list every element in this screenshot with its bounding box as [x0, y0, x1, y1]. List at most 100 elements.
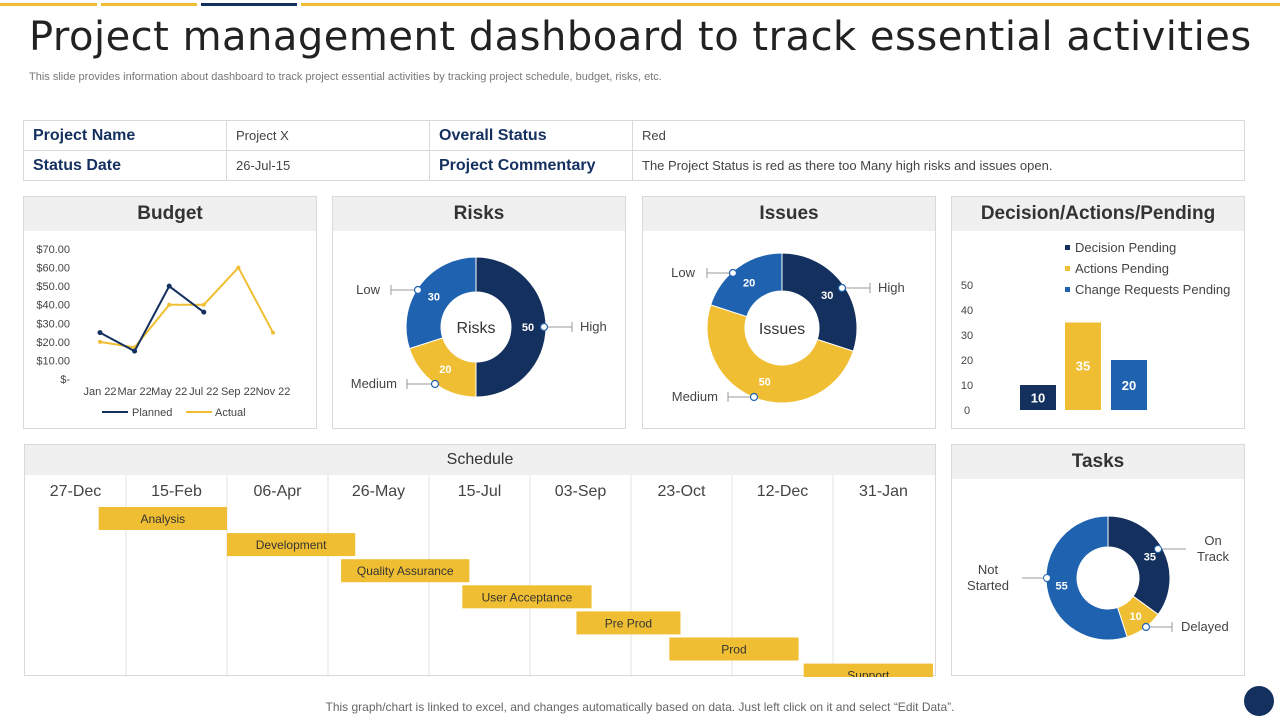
tasks-value-not-started: 55 [1055, 580, 1067, 592]
budget-actual-point [236, 265, 241, 270]
status-date-value: 26-Jul-15 [226, 150, 430, 181]
risks-slice-low [405, 256, 477, 350]
budget-planned-point [97, 330, 103, 336]
budget-legend-planned-label: Planned [132, 407, 172, 419]
tasks-panel-title: Tasks [952, 445, 1244, 479]
risks-donut-chart: 50 20 30 Risks High Low Medium [351, 256, 607, 398]
risks-center-label: Risks [456, 320, 495, 337]
schedule-task-bar [226, 533, 356, 557]
decisions-bar-1 [1020, 385, 1056, 410]
budget-x-tick-label: May 22 [151, 386, 187, 398]
budget-panel: $- $10.00 $20.00 $30.00 $40.00 $50.00 $60.00 $7… [23, 196, 317, 429]
tasks-slice-not-started [1045, 515, 1128, 641]
project-name-value: Project X [226, 120, 430, 151]
schedule-column-header: 06-Apr [253, 483, 302, 500]
budget-planned-point [166, 283, 172, 289]
schedule-task-bar [669, 637, 799, 661]
issues-center-label: Issues [759, 321, 805, 338]
budget-planned-point [132, 348, 138, 354]
tasks-on-track-label-line1: On [1204, 533, 1221, 548]
schedule-task-label: Pre Prod [605, 616, 652, 630]
issues-high-callout-label: High [878, 280, 905, 295]
decisions-legend-label-3: Change Requests Pending [1075, 282, 1230, 297]
top-accent-line-1 [0, 3, 97, 6]
budget-x-tick-label: Mar 22 [117, 386, 151, 398]
risks-low-callout-marker [413, 285, 423, 295]
tasks-panel: 35 10 55 On Track Delayed Not Started Tasks [951, 444, 1245, 676]
decisions-bar-value-3: 20 [1122, 378, 1136, 393]
schedule-column-header: 23-Oct [657, 483, 706, 500]
risks-slice-high [475, 256, 547, 398]
budget-y-tick-label: $20.00 [36, 337, 70, 349]
decisions-panel: 0 10 20 30 40 50 10 35 20 Decision Pending Actions… [951, 196, 1245, 429]
decisions-legend-label-1: Decision Pending [1075, 240, 1176, 255]
budget-panel-title: Budget [24, 197, 316, 231]
issues-value-medium: 50 [759, 376, 771, 388]
budget-x-tick-label: Sep 22 [221, 386, 256, 398]
overall-status-value: Red [632, 120, 1245, 151]
risks-medium-callout-label: Medium [351, 376, 397, 391]
issues-slice-high [781, 252, 858, 352]
project-commentary-label: Project Commentary [429, 150, 633, 181]
budget-actual-point [98, 339, 102, 344]
budget-x-tick-label: Nov 22 [256, 386, 291, 398]
tasks-not-started-label-line2: Started [967, 578, 1009, 593]
status-date-label: Status Date [23, 150, 227, 181]
tasks-delayed-callout-marker [1141, 622, 1151, 632]
decisions-y-tick-label: 10 [961, 380, 973, 392]
issues-value-low: 20 [743, 278, 755, 290]
schedule-panel: 27-Dec 15-Feb 06-Apr 26-May 15-Jul 03-Sep 23-O… [24, 444, 936, 677]
project-name-label: Project Name [23, 120, 227, 151]
risks-panel-title: Risks [333, 197, 625, 231]
budget-y-tick-label: $60.00 [36, 263, 70, 275]
decisions-bar-chart: 0 10 20 30 40 50 10 35 20 Decision Pending Actions… [961, 240, 1231, 417]
page-subtitle: This slide provides information about da… [29, 71, 662, 83]
tasks-delayed-callout-label: Delayed [1181, 619, 1229, 634]
schedule-task-label: Quality Assurance [357, 564, 454, 578]
decisions-bar-value-2: 35 [1076, 359, 1090, 374]
schedule-column-header: 03-Sep [555, 483, 607, 500]
schedule-task-bar [341, 559, 470, 583]
risks-value-high: 50 [522, 322, 534, 334]
budget-actual-point [167, 302, 172, 307]
issues-low-callout-marker [728, 268, 738, 278]
budget-x-tick-label: Jul 22 [189, 386, 218, 398]
schedule-task-label: Development [256, 538, 327, 552]
issues-medium-callout-marker [749, 392, 759, 402]
decisions-legend-label-2: Actions Pending [1075, 261, 1169, 276]
schedule-column-header: 31-Jan [859, 483, 908, 500]
schedule-column-header: 26-May [352, 483, 405, 500]
budget-line-chart: $- $10.00 $20.00 $30.00 $40.00 $50.00 $60.00 $7… [36, 244, 291, 419]
decisions-bar-2 [1065, 322, 1101, 410]
budget-planned-line [99, 284, 205, 353]
schedule-column-header: 27-Dec [50, 483, 102, 500]
schedule-task-label: Prod [721, 643, 746, 657]
issues-slice-medium [706, 304, 854, 404]
risks-low-callout-label: Low [356, 282, 380, 297]
budget-y-tick-label: $10.00 [36, 355, 70, 367]
budget-actual-line [99, 265, 274, 349]
budget-x-tick-label: Jan 22 [83, 386, 116, 398]
tasks-not-started-label-line1: Not [978, 562, 999, 577]
tasks-value-on-track: 35 [1144, 552, 1156, 564]
budget-y-tick-label: $40.00 [36, 300, 70, 312]
tasks-not-started-marker [1043, 574, 1051, 582]
schedule-task-bar [803, 663, 933, 677]
budget-legend-actual-label: Actual [215, 407, 246, 419]
decisions-y-tick-label: 0 [964, 405, 970, 417]
tasks-slice-on-track [1107, 515, 1171, 616]
decisions-legend-swatch-1 [1065, 245, 1070, 250]
tasks-on-track-marker [1154, 545, 1162, 553]
decisions-legend-swatch-2 [1065, 266, 1070, 271]
schedule-task-bar [462, 585, 592, 609]
schedule-panel-title: Schedule [25, 445, 935, 475]
decisions-legend-swatch-3 [1065, 287, 1070, 292]
schedule-column-header: 15-Jul [458, 483, 502, 500]
schedule-task-label: Support [847, 669, 890, 677]
tasks-value-delayed: 10 [1130, 611, 1142, 623]
risks-medium-callout-marker [430, 379, 440, 389]
overall-status-label: Overall Status [429, 120, 633, 151]
page-title: Project management dashboard to track es… [29, 14, 1252, 60]
budget-y-tick-label: $30.00 [36, 318, 70, 330]
